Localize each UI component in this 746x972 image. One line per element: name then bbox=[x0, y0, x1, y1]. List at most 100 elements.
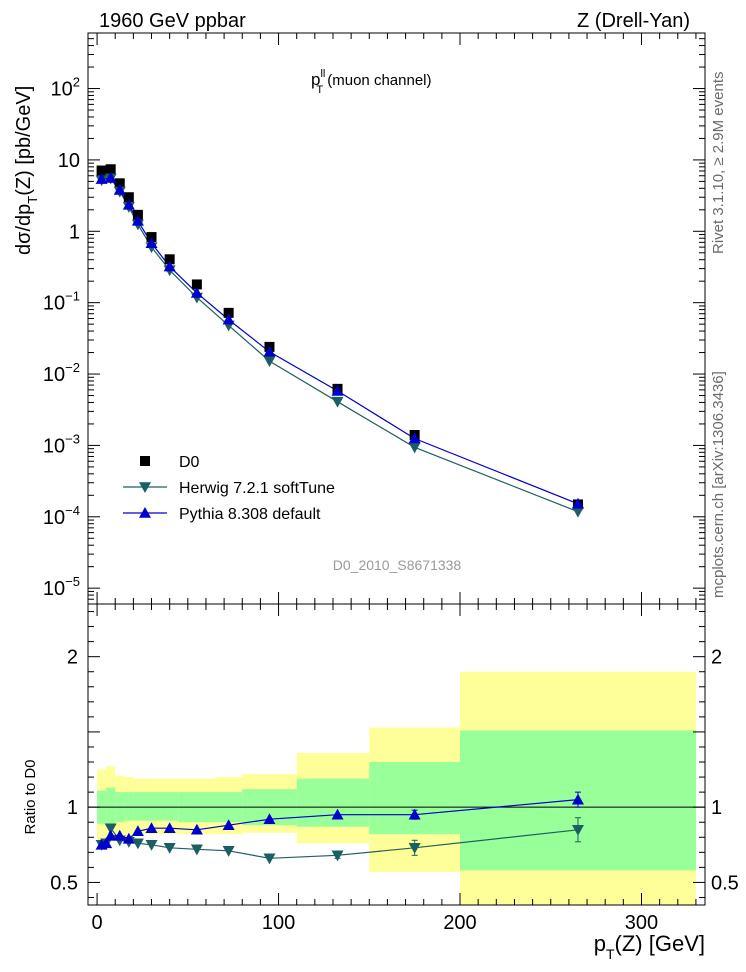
main-ylabel-base--5: 10 bbox=[43, 578, 65, 600]
mc-point-2-5 bbox=[145, 237, 158, 249]
main-ylabel-base--3: 10 bbox=[43, 435, 65, 457]
ratio-point-0-8 bbox=[190, 844, 203, 856]
rivet-label: Rivet 3.1.10, ≥ 2.9M events bbox=[710, 72, 727, 255]
ratio-point-0-5 bbox=[131, 838, 144, 850]
mc-point-2-6 bbox=[163, 260, 176, 272]
ratio-point-1-6 bbox=[145, 822, 158, 834]
main-title-rest: (muon channel) bbox=[323, 72, 431, 89]
x-axis-label: pT(Z) [GeV] bbox=[594, 931, 705, 962]
main-ylabel-tick--4: 10−4 bbox=[43, 503, 80, 529]
ratio-point-1-4 bbox=[122, 832, 135, 844]
data-point-3 bbox=[123, 192, 134, 203]
main-ylabel-b: (Z) [pb/GeV] bbox=[13, 86, 35, 196]
data-point-5 bbox=[146, 232, 157, 243]
main-ylabel-tick--3: 10−3 bbox=[43, 431, 80, 457]
mc-point-1-10 bbox=[331, 396, 344, 408]
main-ylabel-exp-2: 2 bbox=[73, 75, 80, 90]
legend-marker-1 bbox=[139, 482, 151, 493]
x-tick-label-100: 100 bbox=[262, 912, 295, 934]
green-band-4 bbox=[133, 792, 143, 821]
main-ylabel-sub: T bbox=[25, 196, 40, 204]
ratio-ylabel-left-2: 2 bbox=[67, 647, 78, 669]
main-ylabel-exp--2: −2 bbox=[65, 360, 80, 375]
mcplots-label: mcplots.cern.ch [arXiv:1306.3436] bbox=[710, 371, 727, 598]
mc-point-2-8 bbox=[222, 313, 235, 325]
main-ylabel-base--2: 10 bbox=[43, 364, 65, 386]
main-ylabel-exp--4: −4 bbox=[65, 503, 80, 518]
data-point-4 bbox=[132, 209, 143, 220]
mc-point-2-4 bbox=[131, 214, 144, 226]
legend-label-0: D0 bbox=[179, 454, 200, 471]
x-tick-label-200: 200 bbox=[443, 912, 476, 934]
ratio-ylabel-right-2: 2 bbox=[711, 647, 722, 669]
ratio-point-1-13 bbox=[571, 793, 584, 805]
mc-point-2-0 bbox=[95, 173, 108, 184]
main-title: pll T (muon channel) bbox=[311, 68, 432, 96]
main-ylabel-exp--5: −5 bbox=[65, 574, 80, 589]
x-tick-label-0: 0 bbox=[92, 912, 103, 934]
main-ylabel: dσ/dpT(Z) [pb/GeV] bbox=[13, 86, 40, 255]
main-title-sub: T bbox=[316, 84, 323, 96]
data-point-8 bbox=[223, 307, 234, 318]
main-ylabel-tick-2: 102 bbox=[51, 75, 80, 101]
ratio-point-0-10 bbox=[263, 853, 276, 865]
mc-point-2-1 bbox=[104, 171, 117, 183]
mc-point-1-12 bbox=[571, 506, 584, 518]
data-point-2 bbox=[114, 178, 125, 189]
green-band-11 bbox=[369, 762, 461, 835]
legend-label-1: Herwig 7.2.1 softTune bbox=[179, 480, 335, 497]
main-ylabel-base-0: 1 bbox=[69, 221, 80, 243]
data-point-7 bbox=[191, 279, 202, 290]
main-series bbox=[95, 164, 584, 518]
green-band-5 bbox=[142, 792, 161, 821]
main-ylabel-exp--1: −1 bbox=[65, 289, 80, 304]
ratio-point-0-6 bbox=[145, 840, 158, 851]
ratio-point-1-5 bbox=[131, 825, 144, 837]
mc-point-2-10 bbox=[331, 384, 344, 396]
x-tick-label-300: 300 bbox=[625, 912, 658, 934]
ratio-point-1-8 bbox=[190, 823, 203, 835]
ratio-ylabel-right-1: 1 bbox=[711, 797, 722, 819]
ratio-uncertainty-bands bbox=[97, 671, 696, 905]
header-left: 1960 GeV ppbar bbox=[99, 10, 246, 32]
x-label-sub: T bbox=[606, 946, 615, 962]
green-band-3 bbox=[124, 792, 134, 821]
main-title-sup: ll bbox=[320, 68, 325, 80]
main-title-p: p bbox=[311, 70, 320, 89]
main-ylabel-base--4: 10 bbox=[43, 507, 65, 529]
mc-point-2-12 bbox=[571, 497, 584, 509]
ratio-point-1-2 bbox=[104, 829, 117, 841]
ratio-point-0-12 bbox=[408, 843, 421, 854]
main-ylabel-tick--2: 10−2 bbox=[43, 360, 80, 386]
mc-point-1-9 bbox=[263, 356, 276, 368]
ratio-ylabel-right-0: 0.5 bbox=[711, 872, 739, 894]
x-label-p: p bbox=[594, 931, 606, 956]
data-point-0 bbox=[96, 165, 107, 176]
main-ylabel-base-1: 10 bbox=[58, 150, 80, 172]
main-ylabel-exp--3: −3 bbox=[65, 431, 80, 446]
ratio-point-1-3 bbox=[113, 829, 126, 841]
ratio-point-1-9 bbox=[222, 819, 235, 831]
ratio-series bbox=[95, 791, 584, 865]
main-ylabel-a: dσ/dp bbox=[13, 204, 35, 255]
main-ylabel-tick-0: 1 bbox=[69, 221, 80, 243]
data-point-6 bbox=[164, 254, 175, 265]
ratio-point-0-9 bbox=[222, 846, 235, 857]
ratio-frame bbox=[87, 603, 706, 906]
main-ylabel-tick-1: 10 bbox=[58, 150, 80, 172]
ratio-point-1-11 bbox=[331, 808, 344, 820]
mc-point-2-9 bbox=[263, 345, 276, 357]
green-band-1 bbox=[106, 787, 116, 826]
x-label-rest: (Z) [GeV] bbox=[615, 931, 705, 956]
legend-marker-0 bbox=[140, 456, 150, 466]
green-band-6 bbox=[160, 792, 179, 821]
mc-point-2-2 bbox=[113, 183, 126, 195]
main-ylabel-base-2: 10 bbox=[51, 79, 73, 101]
main-ylabel-tick--1: 10−1 bbox=[43, 289, 80, 315]
main-ylabel-base--1: 10 bbox=[43, 293, 65, 315]
mc-point-1-11 bbox=[408, 442, 421, 454]
mc-point-2-11 bbox=[408, 432, 421, 444]
ratio-ylabel-left-0: 0.5 bbox=[50, 872, 78, 894]
